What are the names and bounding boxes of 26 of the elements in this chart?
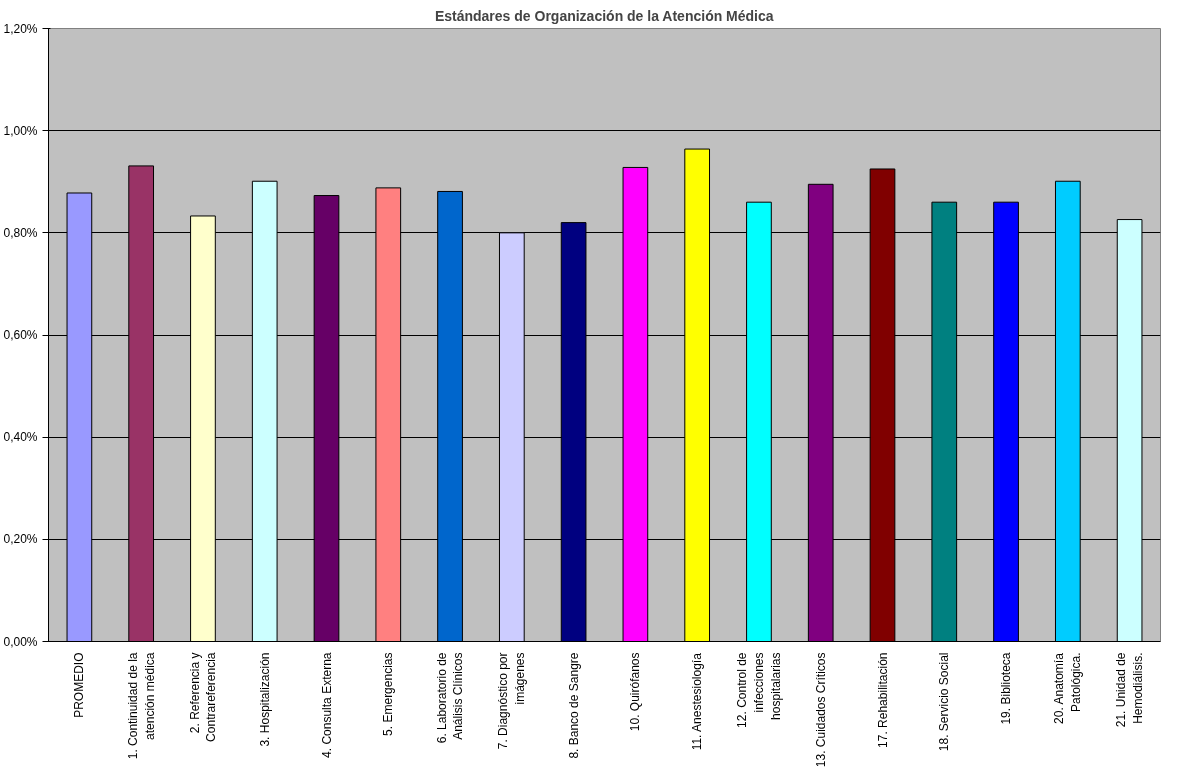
y-tick-label: 0,60% xyxy=(3,328,38,342)
chart-title: Estándares de Organización de la Atención Médica xyxy=(434,7,774,24)
y-tick-label: 1,20% xyxy=(3,21,38,36)
x-tick-label: 17. Rehabilitación xyxy=(875,652,890,748)
x-tick-label: 4. Consulta Externa xyxy=(319,652,334,758)
x-tick-label: 7. Diagnóstico por imágenes xyxy=(496,652,528,750)
x-tick-label: 18. Servicio Social xyxy=(937,652,952,752)
x-tick-label: 2. Referencia y Contrareferencia xyxy=(187,652,219,742)
x-tick-label: PROMEDIO xyxy=(72,652,87,718)
x-tick-label: 8. Banco de Sangre xyxy=(566,652,581,759)
x-tick-label: 10. Quirófanos xyxy=(628,652,643,732)
y-tick-label: 0,00% xyxy=(3,634,38,649)
x-tick-label: 6. Laboratorio de Análisis Clínicos xyxy=(434,652,466,744)
y-tick-label: 0,80% xyxy=(3,225,38,240)
x-tick-label: 19. Biblioteca xyxy=(999,652,1014,725)
y-tick-label: 1,00% xyxy=(3,123,38,138)
x-tick-label: 20. Anatomía Patológica. xyxy=(1052,652,1084,724)
x-tick-label: 1. Continuidad de la atención médica xyxy=(125,652,157,760)
x-tick-label: 5. Emergencias xyxy=(381,652,396,736)
x-tick-label: 21. Unidad de Hemodiálisis. xyxy=(1114,652,1146,728)
x-tick-label: 11. Anestesiología xyxy=(690,652,705,751)
x-tick-label: 13. Cuidados Críticos xyxy=(813,652,828,768)
x-tick-label: 12. Control de infecciones hospitalarias xyxy=(735,652,783,728)
x-tick-label: 3. Hospitalización xyxy=(257,652,272,747)
y-tick-label: 0,40% xyxy=(3,430,38,445)
y-tick-label: 0,20% xyxy=(3,532,38,547)
